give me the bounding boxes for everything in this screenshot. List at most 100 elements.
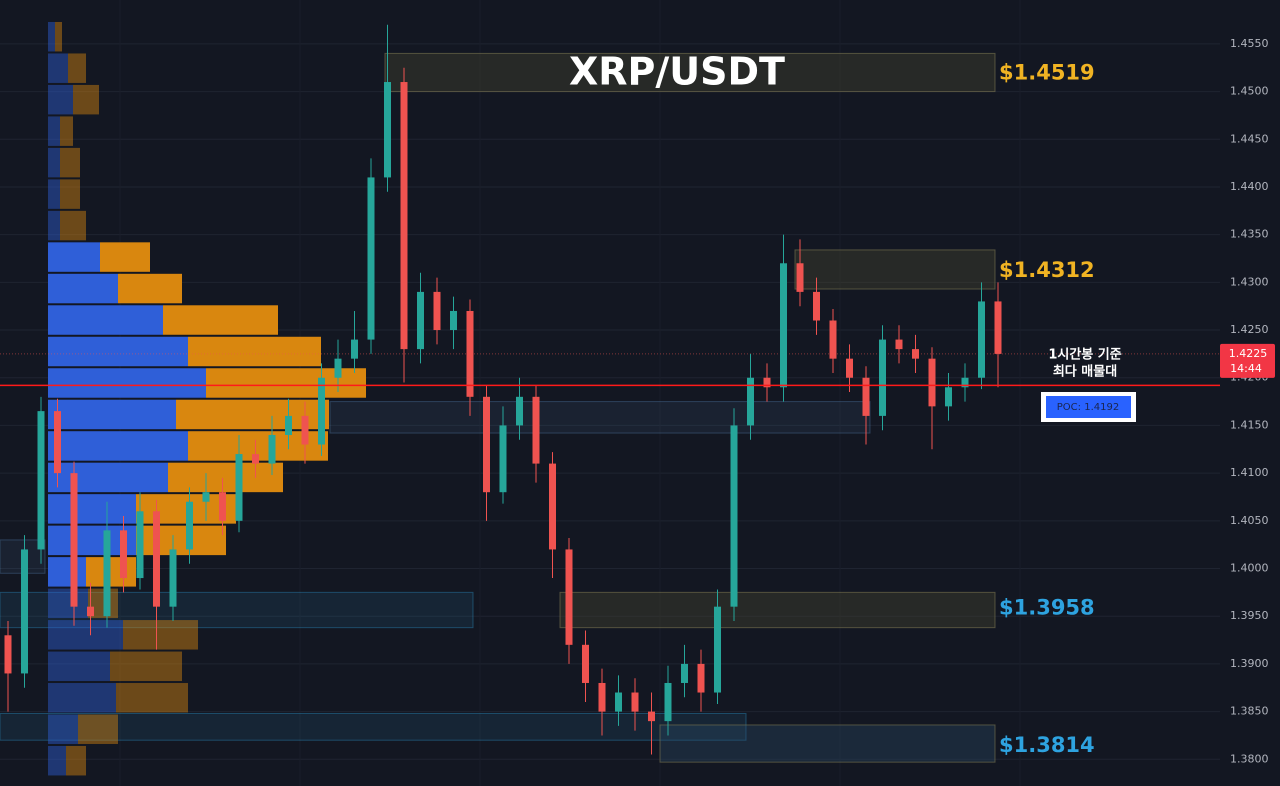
candle-body — [582, 644, 589, 683]
y-tick-label: 1.3950 — [1230, 609, 1269, 622]
profile-sell — [66, 745, 86, 776]
profile-sell — [60, 210, 86, 241]
candle-body — [928, 358, 936, 407]
y-tick-label: 1.4000 — [1230, 562, 1269, 575]
candle-body — [730, 425, 738, 607]
candle-body — [763, 377, 771, 388]
profile-buy — [48, 745, 66, 776]
candle-body — [466, 310, 474, 397]
profile-buy — [48, 431, 188, 461]
candle-body — [846, 358, 853, 378]
profile-buy — [48, 147, 60, 178]
profile-buy — [48, 620, 123, 650]
candle-body — [268, 434, 276, 464]
candle-body — [136, 511, 144, 579]
profile-sell — [60, 179, 80, 209]
zone-label: $1.4312 — [999, 258, 1095, 282]
zone-decor — [0, 591, 474, 629]
profile-buy — [48, 179, 60, 209]
zone — [794, 249, 996, 290]
profile-buy — [48, 116, 60, 146]
profile-buy — [48, 53, 68, 83]
profile-buy — [48, 399, 176, 430]
price-tag-countdown: 14:44 — [1230, 362, 1262, 375]
y-tick-label: 1.4400 — [1230, 180, 1269, 193]
profile-buy — [48, 683, 116, 713]
zone — [384, 52, 996, 93]
profile-buy — [48, 588, 88, 619]
candle-body — [153, 511, 160, 607]
zone — [659, 724, 996, 763]
profile-sell — [188, 336, 321, 367]
profile-sell — [60, 147, 80, 178]
candle-body — [549, 463, 556, 550]
candle-body — [532, 396, 540, 464]
candle-body — [813, 291, 820, 321]
candle-body — [334, 358, 342, 378]
y-tick-label: 1.3850 — [1230, 705, 1269, 718]
zone — [559, 591, 996, 629]
profile-buy — [48, 210, 60, 241]
profile-sell — [110, 651, 182, 682]
candle-body — [384, 82, 391, 178]
candle-body — [417, 291, 424, 350]
profile-sell — [73, 84, 99, 115]
profile-sell — [100, 242, 150, 272]
candle-body — [565, 549, 573, 645]
profile-buy — [48, 336, 188, 367]
candle-body — [747, 377, 754, 426]
candle-body — [483, 396, 490, 493]
annotation: 최다 매물대 — [1053, 364, 1117, 380]
profile-sell — [86, 557, 136, 587]
poc-box — [1046, 396, 1131, 418]
profile-sell — [55, 21, 62, 52]
candle-body — [829, 320, 837, 359]
candle-body — [433, 291, 441, 331]
candle-body — [21, 549, 28, 674]
zone-decor — [329, 401, 871, 434]
profile-sell — [168, 462, 283, 493]
zone-label: $1.3958 — [999, 596, 1095, 620]
profile-buy — [48, 557, 86, 587]
candle-body — [648, 711, 655, 722]
y-tick-label: 1.3900 — [1230, 657, 1269, 670]
candle-body — [318, 377, 325, 445]
profile-sell — [123, 620, 198, 650]
candle-body — [235, 454, 243, 521]
y-tick-label: 1.4500 — [1230, 85, 1269, 98]
profile-buy — [48, 84, 73, 115]
candle-body — [301, 415, 309, 445]
price-tag — [1220, 343, 1275, 378]
candle-body — [945, 387, 952, 407]
candle-body — [54, 411, 61, 474]
y-tick-label: 1.4300 — [1230, 275, 1269, 288]
candle-body — [681, 663, 688, 683]
candle-body — [994, 301, 1002, 354]
profile-buy — [48, 305, 163, 335]
profile-sell — [136, 525, 226, 556]
profile-buy — [48, 273, 118, 304]
candle-body — [252, 454, 259, 464]
candle-body — [499, 425, 507, 493]
y-tick-label: 1.4100 — [1230, 466, 1269, 479]
candle-body — [978, 301, 985, 378]
profile-sell — [118, 273, 182, 304]
candle-body — [186, 501, 193, 550]
poc-label: POC: 1.4192 — [1057, 402, 1119, 413]
candle-body — [714, 606, 721, 693]
profile-buy — [48, 462, 168, 493]
zone-label: $1.4519 — [999, 60, 1095, 84]
candle-body — [87, 606, 94, 617]
candle-body — [961, 377, 969, 388]
y-tick-label: 1.4050 — [1230, 514, 1269, 527]
candle-body — [4, 635, 12, 674]
profile-sell — [206, 368, 366, 398]
candle-body — [631, 692, 639, 712]
y-tick-label: 1.4350 — [1230, 228, 1269, 241]
y-tick-label: 1.4550 — [1230, 37, 1269, 50]
candle-body — [516, 396, 523, 426]
candle-body — [367, 177, 375, 340]
profile-sell — [163, 305, 278, 335]
candle-body — [615, 692, 622, 712]
